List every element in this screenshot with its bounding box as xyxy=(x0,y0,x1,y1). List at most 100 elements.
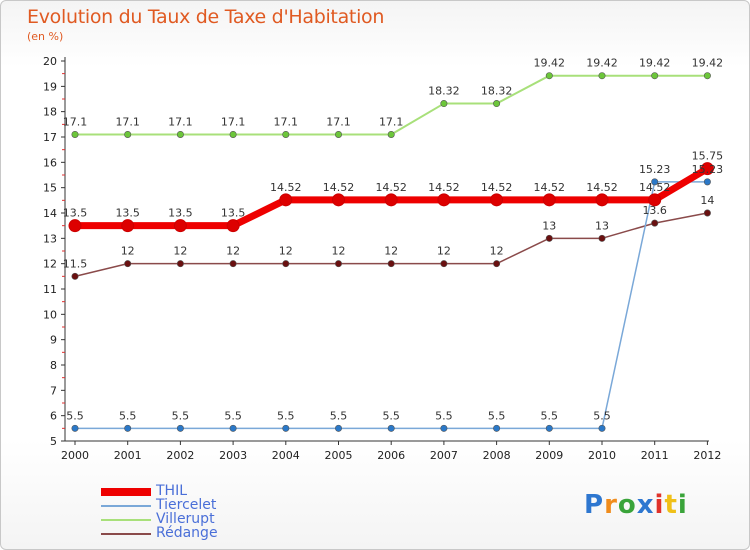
data-label: 14.52 xyxy=(428,181,460,194)
data-label: 5.5 xyxy=(277,409,295,422)
logo-letter: i xyxy=(677,490,688,520)
data-point xyxy=(332,193,345,207)
data-label: 5.5 xyxy=(330,409,348,422)
data-label: 17.1 xyxy=(274,115,299,128)
x-tick-label: 2010 xyxy=(588,449,616,462)
y-tick-label: 9 xyxy=(50,334,57,347)
data-point xyxy=(703,209,711,217)
data-point xyxy=(651,178,659,186)
data-label: 5.5 xyxy=(172,409,190,422)
data-point xyxy=(598,234,606,242)
data-label: 5.5 xyxy=(66,409,84,422)
data-label: 12 xyxy=(121,245,135,258)
data-point xyxy=(651,72,659,80)
data-label: 5.5 xyxy=(224,409,242,422)
data-point xyxy=(124,130,132,138)
data-label: 12 xyxy=(173,245,187,258)
data-point xyxy=(334,130,342,138)
x-tick-label: 2011 xyxy=(641,449,669,462)
data-label: 14.52 xyxy=(534,181,566,194)
data-label: 13 xyxy=(542,219,556,232)
data-label: 17.1 xyxy=(168,115,193,128)
data-point xyxy=(598,424,606,432)
data-label: 12 xyxy=(332,245,346,258)
data-label: 5.5 xyxy=(593,409,611,422)
data-label: 12 xyxy=(437,245,451,258)
y-tick-label: 20 xyxy=(43,55,57,68)
data-label: 5.5 xyxy=(435,409,453,422)
y-tick-label: 7 xyxy=(50,384,57,397)
data-point xyxy=(703,72,711,80)
data-label: 5.5 xyxy=(119,409,137,422)
data-point xyxy=(595,193,609,207)
y-tick-label: 19 xyxy=(43,80,57,93)
data-label: 13.5 xyxy=(221,207,246,220)
logo-letter: P xyxy=(584,490,605,520)
data-point xyxy=(648,193,662,207)
data-point xyxy=(493,424,501,432)
legend-swatch xyxy=(101,533,151,535)
y-tick-label: 14 xyxy=(43,207,57,220)
data-point xyxy=(226,219,240,233)
y-tick-label: 12 xyxy=(43,258,57,271)
data-label: 19.42 xyxy=(586,57,618,70)
data-label: 13.5 xyxy=(63,207,88,220)
x-tick-label: 2004 xyxy=(272,449,300,462)
data-point xyxy=(703,178,711,186)
x-tick-label: 2008 xyxy=(483,449,511,462)
data-label: 13.5 xyxy=(168,207,193,220)
data-label: 19.42 xyxy=(534,57,566,70)
data-label: 14.52 xyxy=(323,181,355,194)
data-label: 13.6 xyxy=(642,204,667,217)
data-label: 17.1 xyxy=(63,115,88,128)
y-tick-label: 8 xyxy=(50,359,57,372)
data-label: 13 xyxy=(595,219,609,232)
y-tick-label: 13 xyxy=(43,232,57,245)
data-point xyxy=(493,260,501,268)
data-point xyxy=(229,260,237,268)
data-label: 12 xyxy=(384,245,398,258)
data-point xyxy=(545,234,553,242)
data-label: 15.75 xyxy=(692,150,724,163)
y-tick-label: 5 xyxy=(50,435,57,448)
data-label: 5.5 xyxy=(382,409,400,422)
y-tick-label: 15 xyxy=(43,182,57,195)
data-label: 18.32 xyxy=(481,85,513,98)
data-label: 15.23 xyxy=(692,163,724,176)
x-tick-label: 2012 xyxy=(693,449,721,462)
data-point xyxy=(68,219,82,233)
data-label: 12 xyxy=(226,245,240,258)
data-point xyxy=(121,219,135,233)
data-label: 19.42 xyxy=(639,57,671,70)
data-point xyxy=(71,272,79,280)
logo-letter: r xyxy=(604,490,618,520)
data-label: 14 xyxy=(700,194,714,207)
data-point xyxy=(334,260,342,268)
data-label: 11.5 xyxy=(63,257,88,270)
legend-label: THIL xyxy=(156,483,188,499)
x-tick-label: 2007 xyxy=(430,449,458,462)
data-label: 14.52 xyxy=(375,181,407,194)
data-point xyxy=(493,100,501,108)
data-point xyxy=(282,260,290,268)
data-label: 17.1 xyxy=(379,115,404,128)
data-label: 17.1 xyxy=(326,115,351,128)
data-label: 19.42 xyxy=(692,57,724,70)
data-point xyxy=(176,424,184,432)
data-label: 14.52 xyxy=(639,181,671,194)
data-point xyxy=(279,193,293,207)
data-point xyxy=(229,130,237,138)
legend-label: Villerupt xyxy=(156,511,215,527)
data-point xyxy=(384,193,398,207)
legend-label: Tiercelet xyxy=(156,497,217,513)
data-point xyxy=(387,130,395,138)
data-point xyxy=(176,130,184,138)
data-point xyxy=(229,424,237,432)
data-label: 14.52 xyxy=(270,181,302,194)
data-point xyxy=(176,260,184,268)
x-tick-label: 2001 xyxy=(114,449,142,462)
data-point xyxy=(282,424,290,432)
legend-swatch xyxy=(101,505,151,507)
